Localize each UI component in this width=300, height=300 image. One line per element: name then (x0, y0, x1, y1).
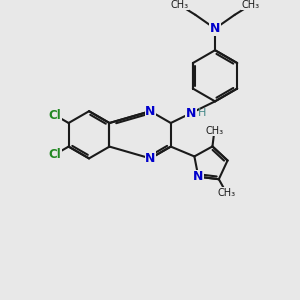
Text: CH₃: CH₃ (242, 0, 260, 10)
Text: N: N (145, 105, 155, 118)
Text: N: N (210, 22, 220, 35)
Text: N: N (193, 170, 203, 183)
Text: CH₃: CH₃ (171, 0, 189, 10)
Text: Cl: Cl (49, 148, 61, 161)
Text: CH₃: CH₃ (218, 188, 236, 198)
Text: CH₃: CH₃ (205, 126, 224, 136)
Text: Cl: Cl (49, 109, 61, 122)
Text: H: H (198, 108, 207, 118)
Text: N: N (185, 107, 196, 120)
Text: N: N (145, 152, 155, 165)
